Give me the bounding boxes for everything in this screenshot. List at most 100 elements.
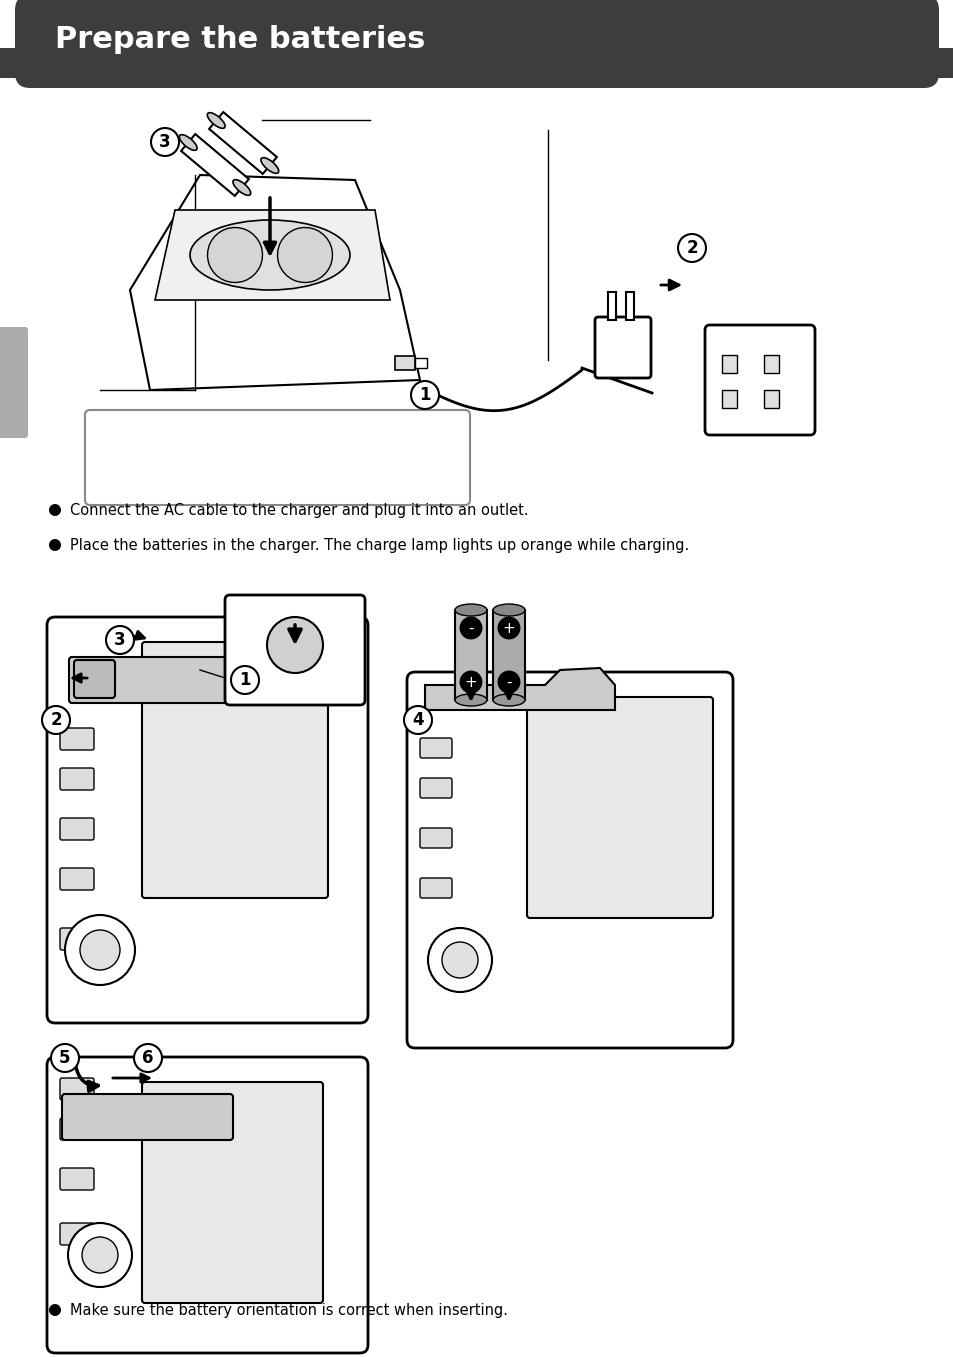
Circle shape bbox=[460, 617, 480, 638]
FancyBboxPatch shape bbox=[142, 642, 328, 898]
Polygon shape bbox=[154, 210, 390, 300]
Circle shape bbox=[65, 915, 135, 985]
Circle shape bbox=[51, 1044, 79, 1072]
Text: 3: 3 bbox=[114, 631, 126, 649]
Ellipse shape bbox=[261, 157, 278, 174]
Ellipse shape bbox=[455, 693, 486, 706]
Ellipse shape bbox=[455, 604, 486, 616]
FancyBboxPatch shape bbox=[85, 410, 470, 505]
FancyBboxPatch shape bbox=[60, 727, 94, 750]
Circle shape bbox=[68, 1223, 132, 1286]
Ellipse shape bbox=[277, 228, 333, 282]
Circle shape bbox=[42, 706, 70, 734]
Circle shape bbox=[151, 128, 179, 156]
Bar bbox=[0, 47, 953, 77]
FancyBboxPatch shape bbox=[419, 778, 452, 798]
Text: 5: 5 bbox=[59, 1049, 71, 1067]
Text: Place the batteries in the charger. The charge lamp lights up orange while charg: Place the batteries in the charger. The … bbox=[70, 537, 688, 552]
Circle shape bbox=[498, 672, 518, 692]
FancyBboxPatch shape bbox=[142, 1082, 323, 1303]
Text: +: + bbox=[464, 674, 476, 689]
FancyBboxPatch shape bbox=[47, 617, 368, 1023]
Polygon shape bbox=[130, 175, 419, 389]
FancyBboxPatch shape bbox=[15, 0, 938, 88]
Text: 6: 6 bbox=[142, 1049, 153, 1067]
Text: -: - bbox=[468, 620, 474, 635]
FancyBboxPatch shape bbox=[60, 1077, 94, 1101]
FancyBboxPatch shape bbox=[0, 327, 28, 438]
Text: 3: 3 bbox=[159, 133, 171, 151]
Bar bbox=[625, 292, 634, 320]
Circle shape bbox=[49, 539, 61, 551]
FancyBboxPatch shape bbox=[47, 1057, 368, 1353]
Circle shape bbox=[460, 672, 480, 692]
Text: +: + bbox=[462, 673, 478, 692]
Ellipse shape bbox=[493, 693, 524, 706]
FancyBboxPatch shape bbox=[419, 828, 452, 848]
Bar bbox=[493, 611, 524, 700]
Ellipse shape bbox=[207, 113, 225, 129]
FancyBboxPatch shape bbox=[526, 697, 712, 917]
Bar bbox=[395, 356, 415, 370]
Text: 1: 1 bbox=[418, 385, 431, 404]
FancyBboxPatch shape bbox=[60, 928, 94, 950]
Circle shape bbox=[498, 617, 518, 638]
Circle shape bbox=[82, 1238, 118, 1273]
Text: 2: 2 bbox=[51, 711, 62, 729]
FancyBboxPatch shape bbox=[60, 1168, 94, 1190]
FancyBboxPatch shape bbox=[60, 1223, 94, 1244]
Circle shape bbox=[49, 1304, 61, 1316]
FancyBboxPatch shape bbox=[74, 660, 115, 697]
Circle shape bbox=[441, 942, 477, 978]
Bar bbox=[415, 358, 427, 368]
FancyBboxPatch shape bbox=[60, 768, 94, 790]
Circle shape bbox=[403, 706, 432, 734]
Bar bbox=[721, 356, 737, 373]
FancyBboxPatch shape bbox=[69, 657, 245, 703]
Text: -: - bbox=[506, 674, 511, 689]
FancyBboxPatch shape bbox=[225, 594, 365, 706]
Bar bbox=[763, 389, 779, 408]
Circle shape bbox=[133, 1044, 162, 1072]
Text: +: + bbox=[500, 619, 517, 638]
Polygon shape bbox=[181, 134, 249, 195]
Polygon shape bbox=[209, 113, 276, 174]
Text: Make sure the battery orientation is correct when inserting.: Make sure the battery orientation is cor… bbox=[70, 1303, 507, 1318]
Bar bbox=[763, 356, 779, 373]
FancyBboxPatch shape bbox=[60, 818, 94, 840]
Text: Connect the AC cable to the charger and plug it into an outlet.: Connect the AC cable to the charger and … bbox=[70, 502, 528, 517]
Text: -: - bbox=[467, 619, 475, 638]
Polygon shape bbox=[424, 668, 615, 710]
Bar bbox=[607, 292, 616, 320]
Ellipse shape bbox=[208, 228, 262, 282]
Bar bbox=[721, 389, 737, 408]
FancyBboxPatch shape bbox=[407, 672, 732, 1048]
Circle shape bbox=[428, 928, 492, 992]
Circle shape bbox=[231, 666, 258, 693]
Ellipse shape bbox=[233, 179, 251, 195]
FancyBboxPatch shape bbox=[60, 1118, 94, 1140]
FancyBboxPatch shape bbox=[419, 878, 452, 898]
FancyBboxPatch shape bbox=[595, 318, 650, 379]
Circle shape bbox=[80, 930, 120, 970]
Circle shape bbox=[49, 503, 61, 516]
Circle shape bbox=[267, 617, 323, 673]
Text: 2: 2 bbox=[685, 239, 697, 256]
FancyBboxPatch shape bbox=[704, 324, 814, 436]
FancyBboxPatch shape bbox=[60, 868, 94, 890]
Text: -: - bbox=[504, 673, 513, 692]
Bar bbox=[455, 611, 486, 700]
FancyBboxPatch shape bbox=[62, 1094, 233, 1140]
Circle shape bbox=[678, 233, 705, 262]
Text: Prepare the batteries: Prepare the batteries bbox=[55, 24, 425, 53]
Ellipse shape bbox=[179, 134, 197, 151]
FancyBboxPatch shape bbox=[419, 738, 452, 759]
Circle shape bbox=[106, 626, 133, 654]
Circle shape bbox=[411, 381, 438, 408]
Ellipse shape bbox=[493, 604, 524, 616]
Text: +: + bbox=[502, 620, 515, 635]
Ellipse shape bbox=[190, 220, 350, 290]
Bar bbox=[25, 9, 928, 73]
Text: 4: 4 bbox=[412, 711, 423, 729]
Text: 1: 1 bbox=[239, 670, 251, 689]
